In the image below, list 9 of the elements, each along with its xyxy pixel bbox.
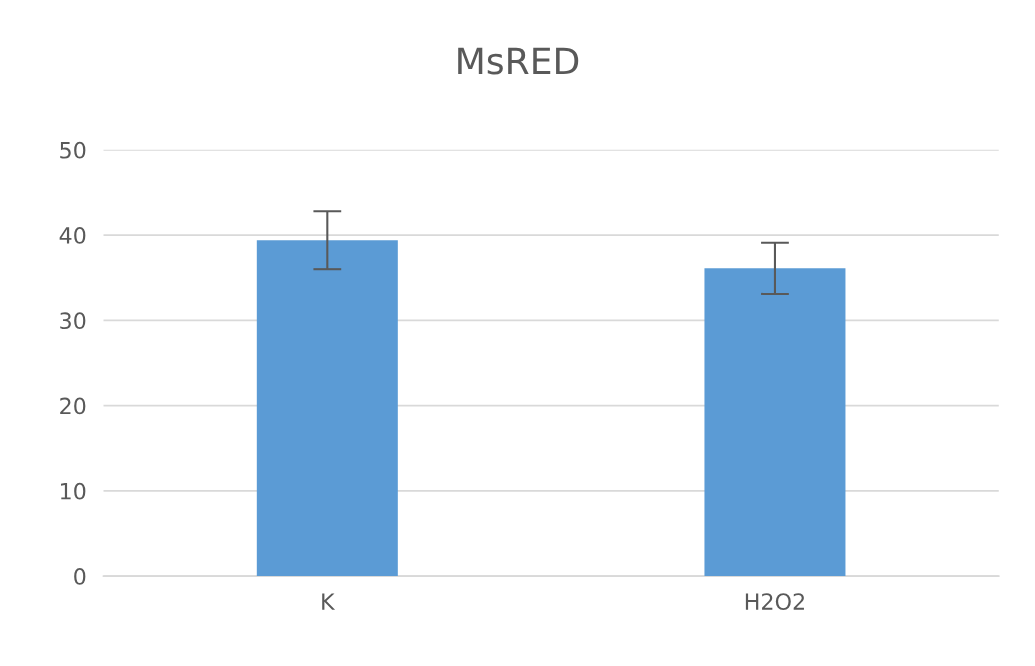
y-tick-label: 40 — [59, 227, 86, 244]
chart-title: MsRED — [458, 47, 579, 75]
y-tick-label: 10 — [61, 482, 86, 500]
y-tick-label: 20 — [60, 397, 86, 415]
y-tick-label: 0 — [74, 568, 86, 585]
x-tick-label: H2O2 — [745, 593, 804, 610]
y-tick-label: 30 — [60, 312, 86, 330]
x-tick-label: K — [322, 593, 336, 610]
y-tick-label: 50 — [60, 141, 86, 159]
